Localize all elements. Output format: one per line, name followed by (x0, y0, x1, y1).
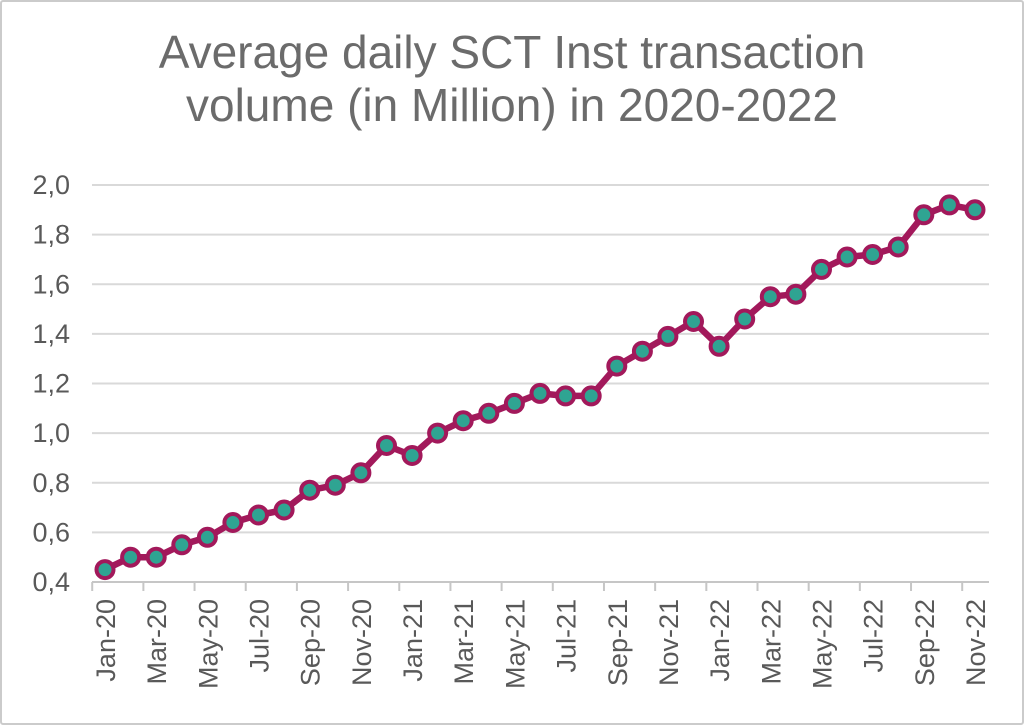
y-axis-label: 1,4 (32, 319, 70, 349)
y-axis-label: 1,8 (32, 220, 70, 250)
x-axis-label: Jan-20 (91, 599, 121, 682)
data-point-Jan-20 (94, 559, 116, 581)
data-point-Nov-21 (657, 325, 679, 347)
x-axis-label: Jan-22 (705, 599, 735, 682)
data-point-May-22 (811, 258, 832, 280)
data-point-Aug-21 (580, 385, 602, 407)
data-point-Sep-20 (299, 479, 321, 501)
x-axis-label: Mar-21 (449, 599, 479, 685)
data-point-Aug-20 (273, 499, 295, 521)
x-axis-label: Sep-22 (910, 599, 940, 686)
data-point-Jan-22 (708, 335, 730, 357)
data-point-Jun-21 (529, 382, 551, 404)
data-point-Sep-21 (606, 355, 628, 377)
data-point-Nov-22 (964, 199, 986, 221)
data-point-Jul-22 (862, 244, 884, 265)
y-axis-label: 1,6 (32, 269, 70, 299)
data-point-Mar-20 (145, 546, 167, 568)
x-axis-label: May-20 (193, 599, 223, 689)
y-axis-label: 1,0 (32, 418, 70, 448)
data-point-Oct-20 (324, 474, 346, 496)
y-axis-label: 0,6 (32, 517, 70, 547)
data-point-Mar-22 (759, 286, 781, 308)
data-point-Feb-21 (427, 422, 449, 444)
x-axis-label: Sep-21 (603, 599, 633, 686)
data-point-Sep-22 (913, 204, 935, 226)
data-point-Nov-20 (350, 462, 372, 484)
x-axis-label: Sep-20 (296, 599, 326, 686)
data-point-Apr-22 (785, 283, 807, 305)
y-axis-label: 0,8 (32, 468, 70, 498)
data-point-Feb-22 (734, 308, 756, 330)
x-axis-label: Mar-22 (756, 599, 786, 685)
data-point-Oct-21 (631, 340, 653, 362)
x-axis-label: Jul-21 (552, 599, 582, 673)
data-point-Apr-21 (478, 402, 500, 424)
data-point-Aug-22 (887, 236, 909, 258)
x-axis-label: Nov-20 (347, 599, 377, 686)
data-point-Oct-22 (938, 194, 960, 216)
x-axis-label: May-22 (808, 599, 838, 689)
x-axis-label: Jul-20 (245, 599, 275, 673)
data-point-Jan-21 (401, 445, 423, 466)
chart-title: Average daily SCT Inst transaction volum… (158, 26, 866, 131)
x-axis-label: May-21 (500, 599, 530, 689)
data-point-May-20 (196, 526, 218, 548)
x-axis-label: Jul-22 (859, 599, 889, 673)
y-axis-label: 1,2 (32, 369, 70, 399)
data-point-Jul-20 (248, 504, 269, 526)
y-axis-label: 0,4 (32, 567, 70, 597)
x-axis-label: Nov-21 (654, 599, 684, 686)
x-axis-label: Nov-22 (961, 599, 991, 686)
y-axis-label: 2,0 (32, 170, 70, 200)
x-axis-label: Mar-20 (142, 599, 172, 685)
data-point-Jun-22 (836, 246, 858, 268)
x-axis-label: Jan-21 (398, 599, 428, 682)
data-point-Jul-21 (555, 385, 577, 407)
data-point-Mar-21 (452, 410, 474, 432)
data-point-May-21 (503, 392, 525, 414)
data-point-Dec-20 (376, 435, 397, 456)
data-point-Apr-20 (171, 534, 193, 556)
data-point-Feb-20 (120, 546, 142, 568)
data-point-Dec-21 (683, 311, 704, 332)
data-point-Jun-20 (222, 512, 244, 533)
